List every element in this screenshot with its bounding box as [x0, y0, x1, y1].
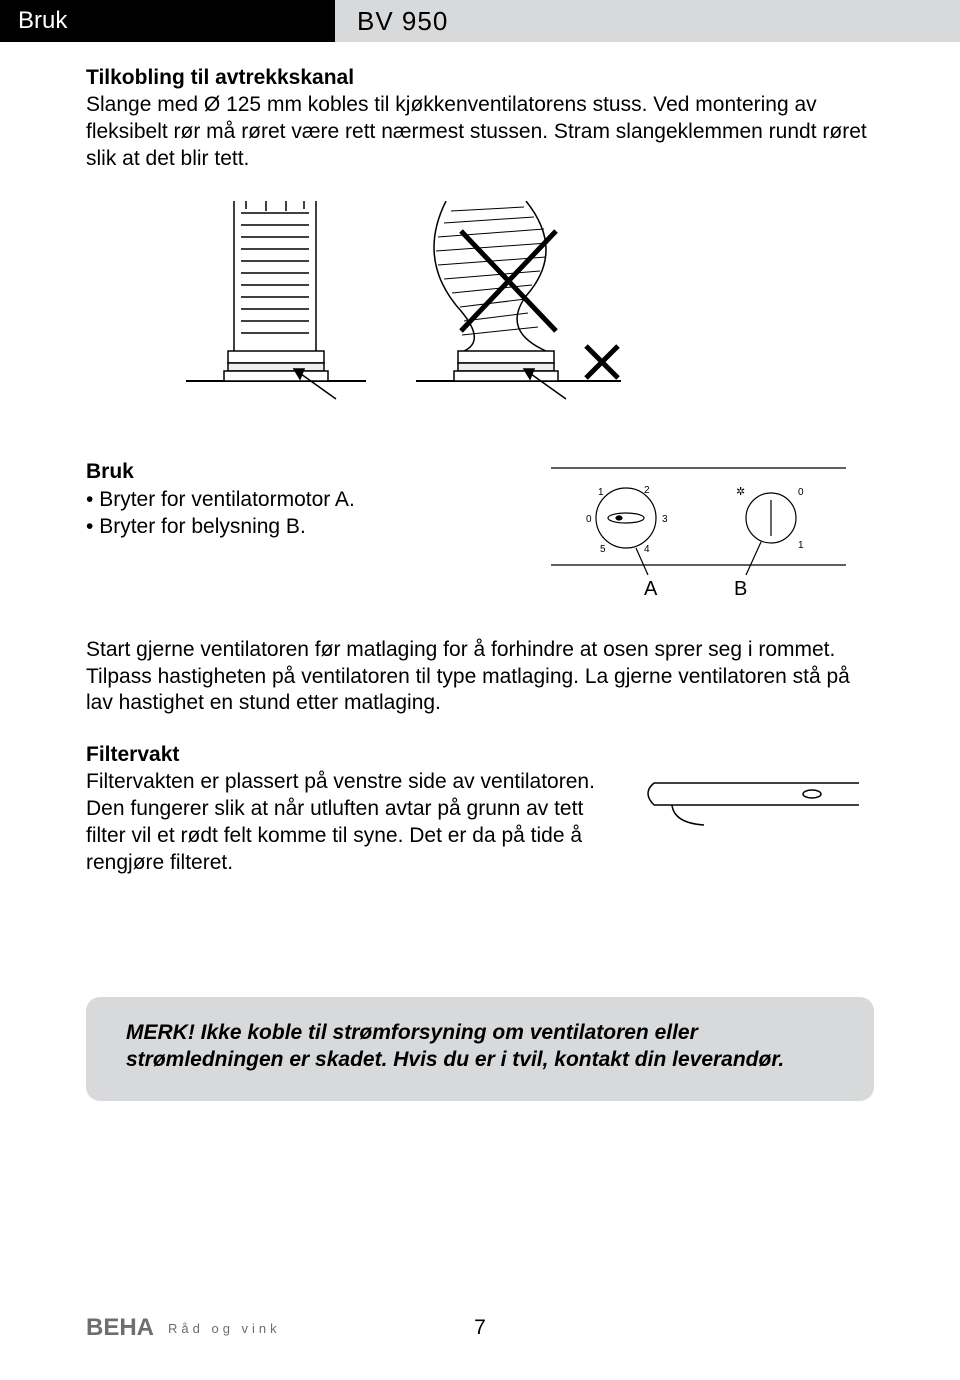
page-content: Tilkobling til avtrekkskanal Slange med … [0, 42, 960, 1101]
header-tab-gray: BV 950 [335, 0, 960, 42]
section2-row: Bruk Bryter for ventilatormotor A. Bryte… [86, 460, 874, 615]
svg-text:1: 1 [598, 487, 604, 498]
svg-text:✲: ✲ [736, 486, 745, 498]
footer-text: Råd og vink [168, 1321, 281, 1336]
bullet-motor: Bryter for ventilatormotor A. [86, 486, 466, 513]
section3-body: Filtervakten er plassert på venstre side… [86, 769, 616, 877]
footer-logo: BEHA [86, 1314, 154, 1342]
page-footer: BEHA Råd og vink 7 [86, 1314, 874, 1342]
diagram-filter-indicator [634, 743, 864, 877]
section2-bullets: Bryter for ventilatormotor A. Bryter for… [86, 486, 466, 541]
svg-text:2: 2 [644, 485, 650, 496]
header-tab-label: Bruk [18, 7, 67, 35]
section2-paragraph: Start gjerne ventilatoren før matlaging … [86, 637, 874, 718]
diagram-hoses [176, 201, 874, 426]
bullet-light: Bryter for belysning B. [86, 513, 466, 540]
section1-title: Tilkobling til avtrekkskanal [86, 66, 874, 90]
svg-text:3: 3 [662, 514, 668, 525]
page-number: 7 [474, 1316, 486, 1340]
svg-text:1: 1 [798, 540, 804, 551]
dial-label-a: A [644, 578, 658, 600]
dial-label-b: B [734, 578, 747, 600]
note-box: MERK! Ikke koble til strømforsyning om v… [86, 997, 874, 1102]
diagram-switches: 0 1 2 3 4 5 ✲ 0 1 A B [536, 460, 856, 615]
svg-text:0: 0 [586, 514, 592, 525]
page-header: Bruk BV 950 [0, 0, 960, 42]
section2-title: Bruk [86, 460, 466, 484]
header-model: BV 950 [357, 6, 448, 37]
svg-text:4: 4 [644, 544, 650, 555]
note-text: MERK! Ikke koble til strømforsyning om v… [126, 1021, 784, 1071]
header-tab-black: Bruk [0, 0, 335, 42]
section1-body: Slange med Ø 125 mm kobles til kjøkkenve… [86, 92, 874, 173]
svg-text:5: 5 [600, 544, 606, 555]
section3-title: Filtervakt [86, 743, 616, 767]
section3-row: Filtervakt Filtervakten er plassert på v… [86, 743, 874, 877]
svg-text:0: 0 [798, 487, 804, 498]
